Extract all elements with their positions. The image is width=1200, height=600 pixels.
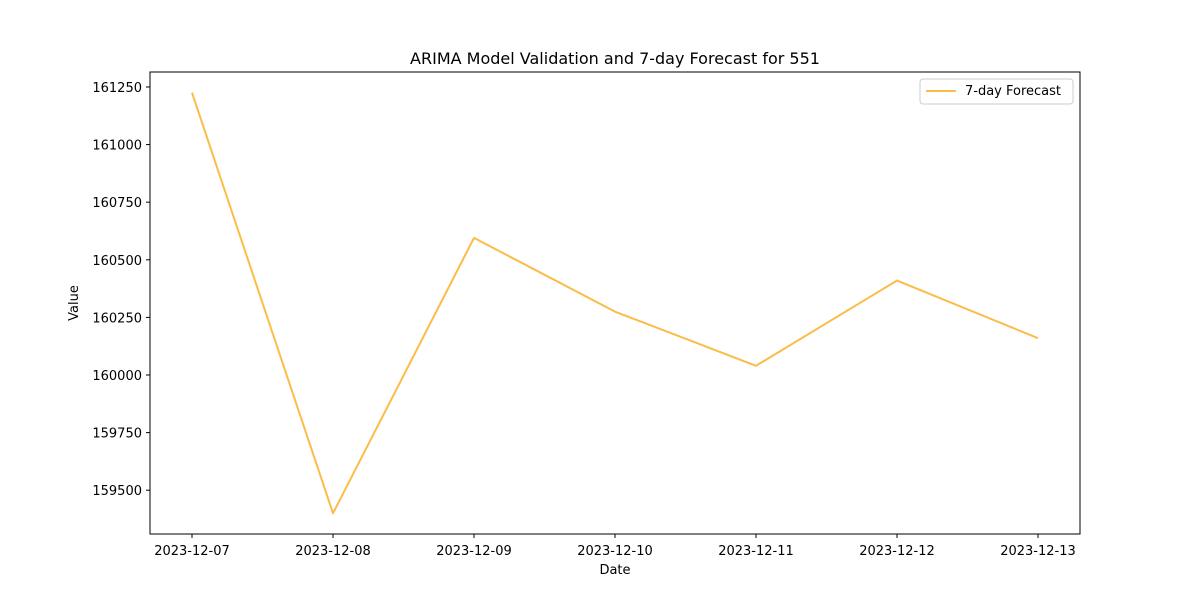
y-tick-label: 159750 (92, 427, 142, 442)
data-point (332, 512, 334, 514)
data-point (896, 280, 898, 282)
y-axis-ticks: 159500 159750 160000 160250 160500 160750 1610… (92, 81, 150, 499)
x-tick-label: 2023-12-10 (577, 544, 653, 559)
x-axis-label: Date (599, 563, 630, 578)
chart-title: ARIMA Model Validation and 7-day Forecas… (410, 49, 820, 68)
series-layer (191, 92, 1039, 515)
data-point (1037, 337, 1039, 339)
x-tick-label: 2023-12-07 (154, 544, 230, 559)
y-tick-label: 160500 (92, 254, 142, 269)
plot-frame (149, 71, 1081, 535)
y-axis-label: Value (67, 285, 82, 321)
legend-label: 7-day Forecast (965, 84, 1061, 99)
data-point (755, 365, 757, 367)
y-tick-label: 161250 (92, 81, 142, 96)
x-tick-label: 2023-12-09 (436, 544, 512, 559)
series-line-forecast (191, 92, 1039, 515)
x-tick-label: 2023-12-08 (295, 544, 371, 559)
y-tick-label: 159500 (92, 484, 142, 499)
y-tick-label: 161000 (92, 139, 142, 154)
data-point (614, 311, 616, 313)
legend-box (919, 78, 1074, 105)
data-point (191, 92, 193, 94)
legend: 7-day Forecast (919, 78, 1074, 105)
y-tick-label: 160000 (92, 369, 142, 384)
x-axis-ticks: 2023-12-07 2023-12-08 2023-12-09 2023-12-10… (154, 534, 1076, 559)
y-tick-label: 160750 (92, 196, 142, 211)
x-tick-label: 2023-12-13 (1000, 544, 1076, 559)
y-tick-label: 160250 (92, 311, 142, 326)
data-point (473, 237, 475, 239)
x-tick-label: 2023-12-11 (718, 544, 794, 559)
x-tick-label: 2023-12-12 (859, 544, 935, 559)
